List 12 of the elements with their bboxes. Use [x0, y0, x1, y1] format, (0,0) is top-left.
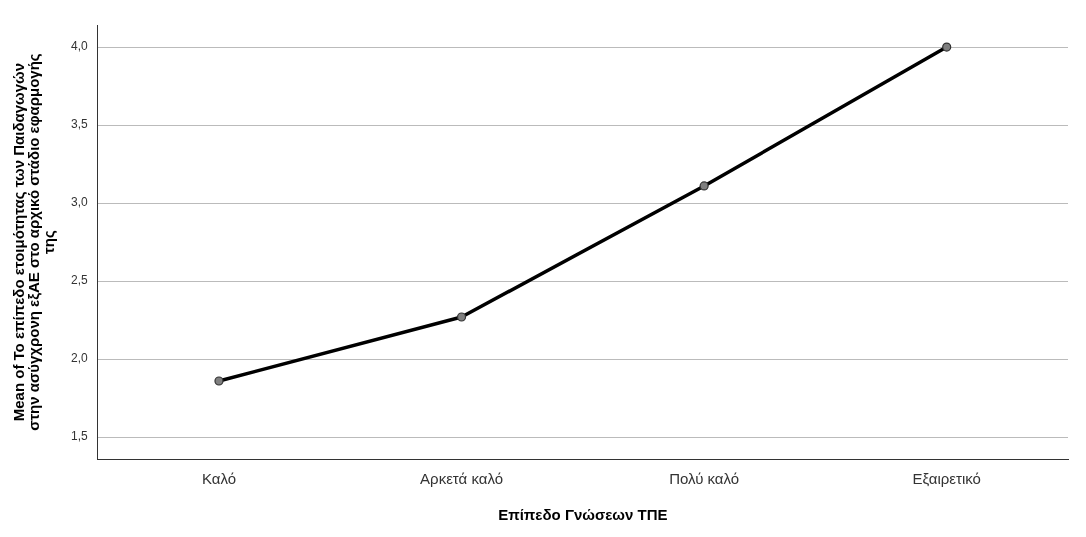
- y-axis-title: Mean of Το επίπεδο ετοιμότητας των Παιδαγωγών στην ασύγχρονη εξΑΕ στο αρχικό στάδιο εφαρμογής της: [9, 53, 57, 431]
- x-tick-label: Καλό: [201, 470, 237, 488]
- y-tick-label: 2,0: [70, 351, 88, 366]
- y-tick-label: 3,5: [70, 117, 88, 132]
- y-tick-label: 2,5: [70, 273, 88, 288]
- y-tick-label: 4,0: [70, 39, 88, 54]
- x-axis-title: Επίπεδο Γνώσεων ΤΠΕ: [498, 506, 668, 524]
- x-tick-label: Εξαιρετικό: [912, 470, 981, 488]
- x-tick-label: Πολύ καλό: [669, 470, 740, 488]
- y-tick-label: 3,0: [70, 195, 88, 210]
- y-tick-label: 1,5: [70, 429, 88, 444]
- x-tick-label: Αρκετά καλό: [420, 470, 503, 488]
